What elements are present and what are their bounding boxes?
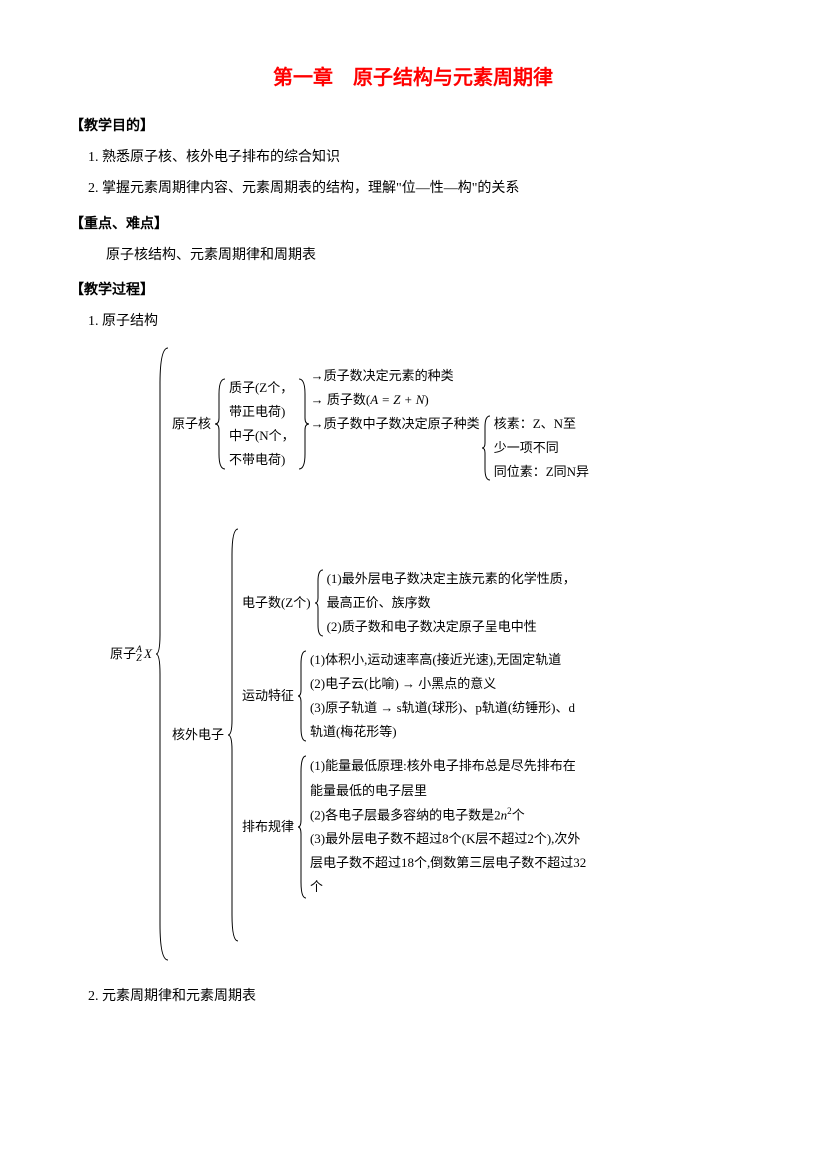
nucleus-label: 原子核 <box>172 364 213 484</box>
motion-3: (3)原子轨道 → s轨道(球形)、p轨道(纺锤形)、d <box>310 696 575 720</box>
keypoints-text: 原子核结构、元素周期律和周期表 <box>106 243 756 268</box>
atom-structure-diagram: 原子AZX 原子核 质子(Z个， 带正电荷) 中子(N个， 不带电荷) <box>110 344 756 964</box>
proton-determines: →质子数决定元素的种类 <box>311 364 589 388</box>
motion-2: (2)电子云(比喻) → 小黑点的意义 <box>310 672 575 696</box>
atom-kind-determines: →质子数中子数决定原子种类 <box>311 412 480 484</box>
objective-2: 2. 掌握元素周期律内容、元素周期表的结构，理解"位—性—构"的关系 <box>88 176 756 201</box>
motion-4: 轨道(梅花形等) <box>310 720 575 744</box>
chapter-title: 第一章 原子结构与元素周期律 <box>70 60 756 96</box>
mass-formula: A = Z + N <box>370 392 424 407</box>
a3-prefix: (2)各电子层最多容纳的电子数是2 <box>310 807 501 822</box>
objective-1: 1. 熟悉原子核、核外电子排布的综合知识 <box>88 145 756 170</box>
element-x: X <box>144 643 152 665</box>
root-text: 原子 <box>110 643 136 665</box>
isotope-line: 同位素：Z同N异 <box>494 460 589 484</box>
proton-line-2: 带正电荷) <box>229 400 295 424</box>
arrange-1: (1)能量最低原理:核外电子排布总是尽先排布在 <box>310 754 586 778</box>
motion-brace <box>296 648 310 744</box>
arrange-brace <box>296 752 310 902</box>
process-heading: 【教学过程】 <box>70 278 756 303</box>
arrange-label: 排布规律 <box>242 752 296 902</box>
ecount-2: 最高正价、族序数 <box>327 591 576 615</box>
neutron-line-1: 中子(N个， <box>229 424 295 448</box>
arrange-6: 个 <box>310 875 586 899</box>
arrange-5: 层电子数不超过18个,倒数第三层电子数不超过32 <box>310 851 586 875</box>
electrons-brace <box>226 525 242 945</box>
arrange-2: 能量最低的电子层里 <box>310 779 586 803</box>
nuclide-brace <box>480 412 494 484</box>
nuclide-line-2: 少一项不同 <box>494 436 589 460</box>
topic-1: 1. 原子结构 <box>88 309 756 334</box>
motion-label: 运动特征 <box>242 648 296 744</box>
root-brace <box>154 344 172 964</box>
ecount-1: (1)最外层电子数决定主族元素的化学性质， <box>327 567 576 591</box>
objectives-heading: 【教学目的】 <box>70 114 756 139</box>
nucleus-right-brace <box>295 364 311 484</box>
mass-prefix: → 质子数( <box>311 392 371 407</box>
electron-count-label: 电子数(Z个) <box>242 567 313 639</box>
nucleus-brace <box>213 364 229 484</box>
nuclide-line-1: 核素：Z、N至 <box>494 412 589 436</box>
topic-2: 2. 元素周期律和元素周期表 <box>88 984 756 1009</box>
arrange-3: (2)各电子层最多容纳的电子数是2n2个 <box>310 803 586 827</box>
ecount-3: (2)质子数和电子数决定原子呈电中性 <box>327 615 576 639</box>
a3-suffix: 个 <box>512 807 525 822</box>
mass-charge-symbol: AZ <box>136 645 142 665</box>
motion-1: (1)体积小,运动速率高(接近光速),无固定轨道 <box>310 648 575 672</box>
arrange-4: (3)最外层电子数不超过8个(K层不超过2个),次外 <box>310 827 586 851</box>
mass-number-eq: → 质子数(A = Z + N) <box>311 388 589 412</box>
electrons-label: 核外电子 <box>172 525 226 945</box>
proton-line-1: 质子(Z个， <box>229 376 295 400</box>
mass-suffix: ) <box>424 392 428 407</box>
neutron-line-2: 不带电荷) <box>229 448 295 472</box>
keypoints-heading: 【重点、难点】 <box>70 212 756 237</box>
electron-count-brace <box>313 567 327 639</box>
root-label: 原子AZX <box>110 344 154 964</box>
